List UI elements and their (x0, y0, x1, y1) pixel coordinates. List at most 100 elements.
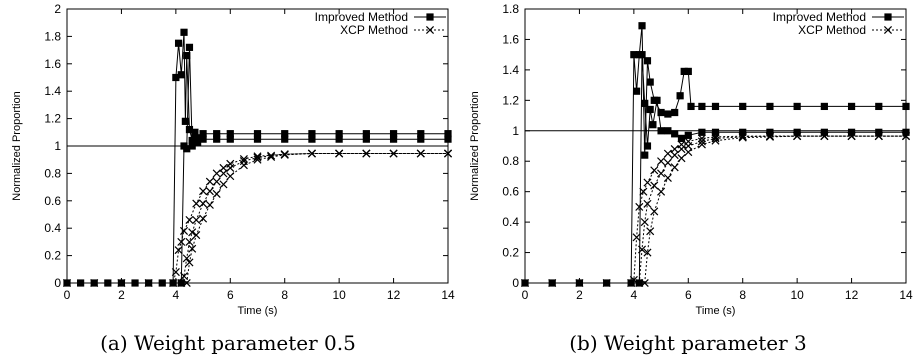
data-point (630, 51, 638, 59)
data-point (711, 132, 720, 141)
data-point (643, 142, 652, 150)
data-point (185, 43, 194, 51)
y-tick-label: 1.2 (44, 112, 61, 126)
data-point (308, 135, 316, 143)
series-line (180, 47, 448, 284)
y-axis-label: Normalized Proportion (469, 91, 481, 200)
data-point (520, 278, 530, 288)
x-tick-label: 0 (64, 288, 71, 302)
data-point (698, 128, 706, 136)
data-point (793, 102, 801, 111)
data-point (638, 22, 646, 30)
series-line (644, 135, 906, 284)
x-tick-label: 4 (173, 288, 180, 302)
data-point (664, 110, 672, 118)
data-point (267, 151, 276, 160)
data-point (199, 187, 208, 196)
data-point (335, 130, 343, 138)
data-point (177, 71, 185, 79)
data-point (212, 169, 221, 178)
series-line (638, 135, 906, 284)
x-tick-label: 12 (387, 288, 401, 302)
x-tick-label: 10 (790, 288, 804, 302)
data-point (212, 189, 221, 198)
series-line (180, 153, 448, 284)
data-point (847, 102, 856, 111)
data-point (653, 96, 661, 104)
data-point (738, 133, 747, 142)
data-point (677, 145, 686, 154)
data-point (389, 149, 398, 158)
x-tick-label: 14 (441, 288, 455, 302)
data-point (632, 233, 641, 242)
y-tick-label: 2 (54, 2, 61, 16)
y-tick-label: 0.2 (502, 246, 519, 260)
data-point (191, 128, 199, 136)
data-point (188, 142, 196, 150)
data-point (629, 275, 638, 284)
data-point (548, 278, 557, 288)
data-point (239, 161, 248, 170)
data-point (417, 135, 425, 143)
data-point (765, 132, 774, 141)
legend-marker (883, 25, 893, 35)
data-point (192, 199, 201, 208)
data-point (635, 202, 644, 211)
legend-marker (426, 13, 434, 21)
data-point (199, 135, 207, 143)
data-point (169, 278, 178, 288)
y-tick-label: 1.2 (502, 93, 519, 107)
y-tick-label: 0 (54, 276, 61, 290)
data-point (820, 128, 828, 136)
data-point (199, 199, 208, 208)
data-point (646, 105, 654, 114)
data-point (643, 57, 652, 65)
y-tick-label: 0.8 (44, 166, 61, 180)
data-point (875, 102, 883, 111)
y-tick-label: 0.8 (502, 154, 519, 168)
data-point (643, 178, 652, 187)
data-point (281, 130, 289, 138)
series-line (638, 54, 906, 284)
data-point (640, 278, 649, 288)
data-point (820, 102, 828, 111)
y-axis-label: Normalized Proportion (11, 91, 23, 200)
data-point (226, 130, 234, 138)
data-point (650, 181, 659, 190)
legend-label: Improved Method (315, 10, 408, 24)
data-point (192, 231, 201, 240)
data-point (182, 254, 191, 263)
y-tick-label: 1.8 (502, 2, 519, 16)
data-point (670, 163, 679, 172)
legend-marker (884, 13, 892, 21)
data-point (711, 102, 720, 111)
data-point (670, 151, 679, 160)
data-point (62, 278, 72, 288)
y-tick-label: 1.8 (44, 29, 61, 43)
data-point (684, 148, 693, 157)
data-point (901, 132, 911, 141)
data-point (643, 199, 652, 208)
data-point (657, 127, 665, 135)
data-point (638, 51, 646, 59)
data-point (677, 134, 686, 142)
data-point (684, 67, 692, 76)
data-point (793, 128, 801, 136)
data-point (335, 135, 343, 143)
y-tick-label: 0.2 (44, 249, 61, 263)
data-point (697, 140, 706, 149)
y-tick-label: 1.6 (44, 57, 61, 71)
x-tick-label: 4 (631, 288, 638, 302)
legend-label: XCP Method (340, 23, 408, 37)
data-point (144, 278, 153, 288)
data-point (253, 152, 262, 161)
data-point (191, 134, 199, 142)
data-point (239, 154, 248, 164)
data-point (205, 177, 214, 186)
series-x (520, 132, 911, 288)
data-point (847, 128, 856, 136)
series-square (521, 22, 910, 287)
series-x (62, 149, 453, 288)
data-point (362, 149, 371, 158)
